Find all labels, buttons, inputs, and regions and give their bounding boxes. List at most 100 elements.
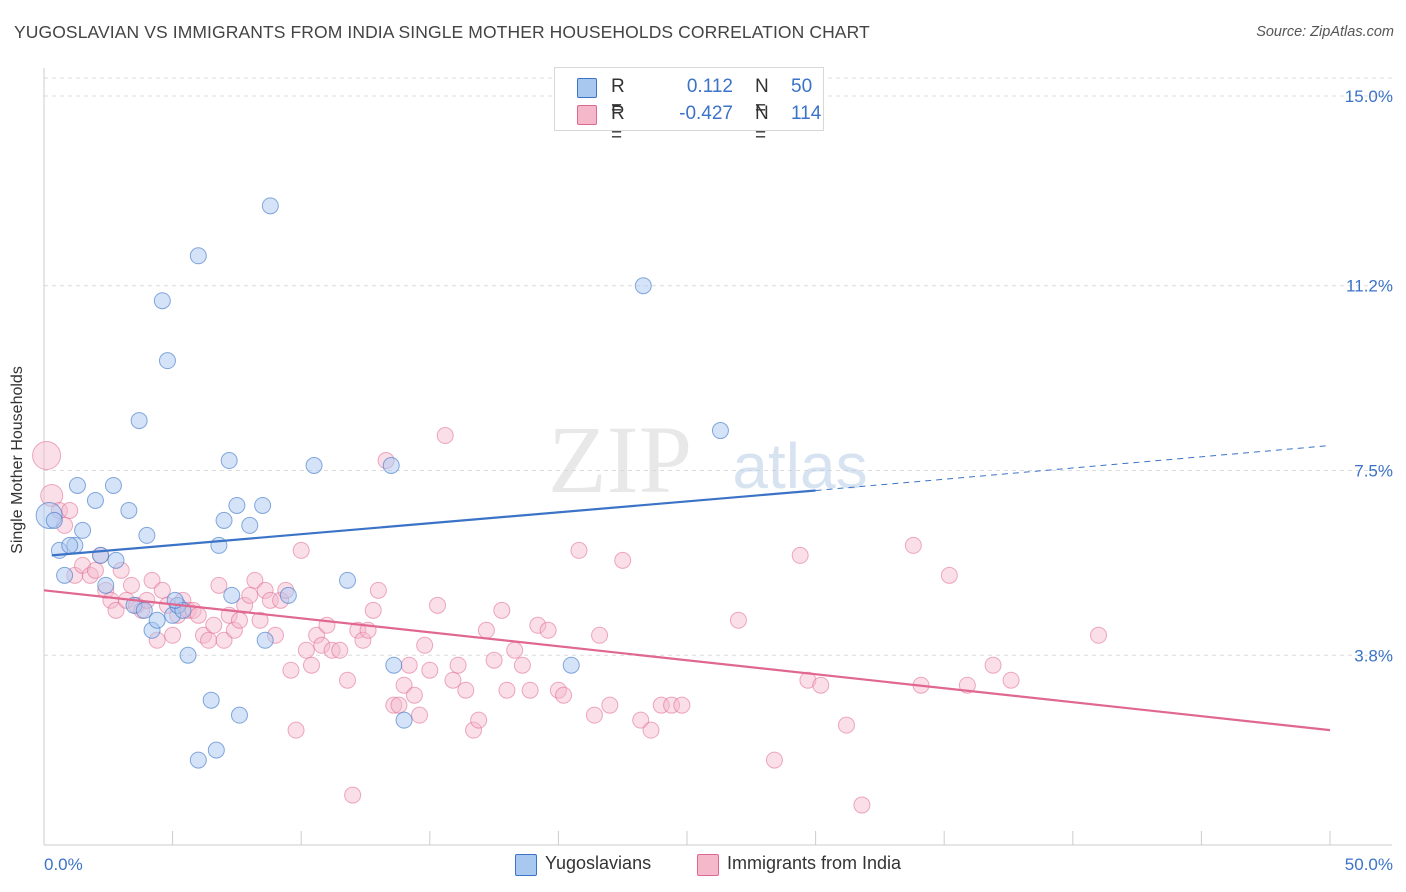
yugoslavian-trend-line (51, 489, 816, 557)
chart-title: YUGOSLAVIAN VS IMMIGRANTS FROM INDIA SIN… (14, 22, 870, 42)
n-value: 50 (791, 76, 813, 97)
india-point (663, 696, 681, 714)
india-point (411, 706, 429, 724)
india-point (369, 581, 387, 599)
india-point (81, 566, 99, 584)
india-point (421, 661, 439, 679)
india-point (302, 656, 320, 674)
india-point (791, 546, 809, 564)
series-india-points (32, 427, 1108, 814)
india-point (729, 611, 747, 629)
yugoslavian-point (74, 521, 92, 539)
india-point (287, 721, 305, 739)
watermark: ZIP atlas (548, 406, 868, 513)
india-point (205, 616, 223, 634)
india-point (1090, 626, 1108, 644)
india-point (194, 626, 212, 644)
india-point (652, 696, 670, 714)
india-point (338, 671, 356, 689)
india-point (601, 696, 619, 714)
trend-lines (43, 445, 1331, 732)
india-point (799, 671, 817, 689)
yugoslavian-point (189, 751, 207, 769)
india-point (86, 561, 104, 579)
india-point (32, 441, 62, 471)
axes (43, 68, 1392, 846)
india-point (765, 751, 783, 769)
yugoslavian-point (338, 571, 356, 589)
yugoslavian-point (56, 566, 74, 584)
legend-label: Immigrants from India (727, 853, 902, 873)
blue-swatch (515, 854, 537, 876)
series-yugoslavian-points (35, 197, 729, 769)
india-point (477, 621, 495, 639)
yugoslavian-point (120, 501, 138, 519)
india-point (251, 611, 269, 629)
india-point (436, 427, 454, 445)
india-point (493, 601, 511, 619)
yugoslavian-point (61, 536, 79, 554)
yugoslavian-point (254, 496, 272, 514)
source-label: Source: ZipAtlas.com (1256, 24, 1394, 40)
india-point (506, 641, 524, 659)
r-label: R = (611, 76, 625, 119)
yugoslavian-point (223, 586, 241, 604)
india-point (236, 596, 254, 614)
india-point (416, 636, 434, 654)
yugoslavian-point (261, 197, 279, 215)
india-point (395, 676, 413, 694)
india-point (521, 681, 539, 699)
n-label: N = (755, 103, 769, 146)
yugoslavian-point (305, 457, 323, 475)
yugoslavian-point (138, 526, 156, 544)
yugoslavian-point (382, 457, 400, 475)
yugoslavian-point (279, 586, 297, 604)
india-point (642, 721, 660, 739)
india-point (853, 796, 871, 814)
india-point (812, 676, 830, 694)
yugoslavian-point (256, 631, 274, 649)
india-point (570, 541, 588, 559)
yugoslavian-point (241, 516, 259, 534)
india-point (837, 716, 855, 734)
india-point (200, 631, 218, 649)
india-point (984, 656, 1002, 674)
yugoslavian-point (230, 706, 248, 724)
india-point (904, 536, 922, 554)
y-tick-label: 15.0% (1345, 87, 1393, 106)
india-point (107, 601, 125, 619)
yugoslavian-point (634, 277, 652, 295)
x-tick-label: 50.0% (1345, 855, 1393, 874)
r-value: 0.112 (686, 76, 733, 97)
india-point (498, 681, 516, 699)
india-point (940, 566, 958, 584)
yugoslavian-point (86, 491, 104, 509)
india-point (246, 571, 264, 589)
blue-swatch (577, 78, 597, 98)
correlation-legend: R = 0.112 N = 50 R = -0.427 N = 114 (554, 67, 824, 146)
india-point (164, 626, 182, 644)
india-point (591, 626, 609, 644)
india-point (449, 656, 467, 674)
yugoslavian-point (385, 656, 403, 674)
india-point (261, 591, 279, 609)
india-point (513, 656, 531, 674)
yugoslavian-point (220, 452, 238, 470)
india-point (225, 621, 243, 639)
r-value: -0.427 (679, 103, 733, 124)
india-point (400, 656, 418, 674)
india-point (529, 616, 547, 634)
india-point (364, 601, 382, 619)
india-point (385, 696, 403, 714)
india-point (470, 711, 488, 729)
yugoslavian-point (107, 551, 125, 569)
yugoslavian-point (104, 476, 122, 494)
india-point (465, 721, 483, 739)
yugoslavian-point (179, 646, 197, 664)
india-trend-line (43, 589, 1331, 732)
india-point (153, 581, 171, 599)
yugoslavian-point (97, 576, 115, 594)
n-value: 114 (791, 103, 822, 124)
india-point (632, 711, 650, 729)
